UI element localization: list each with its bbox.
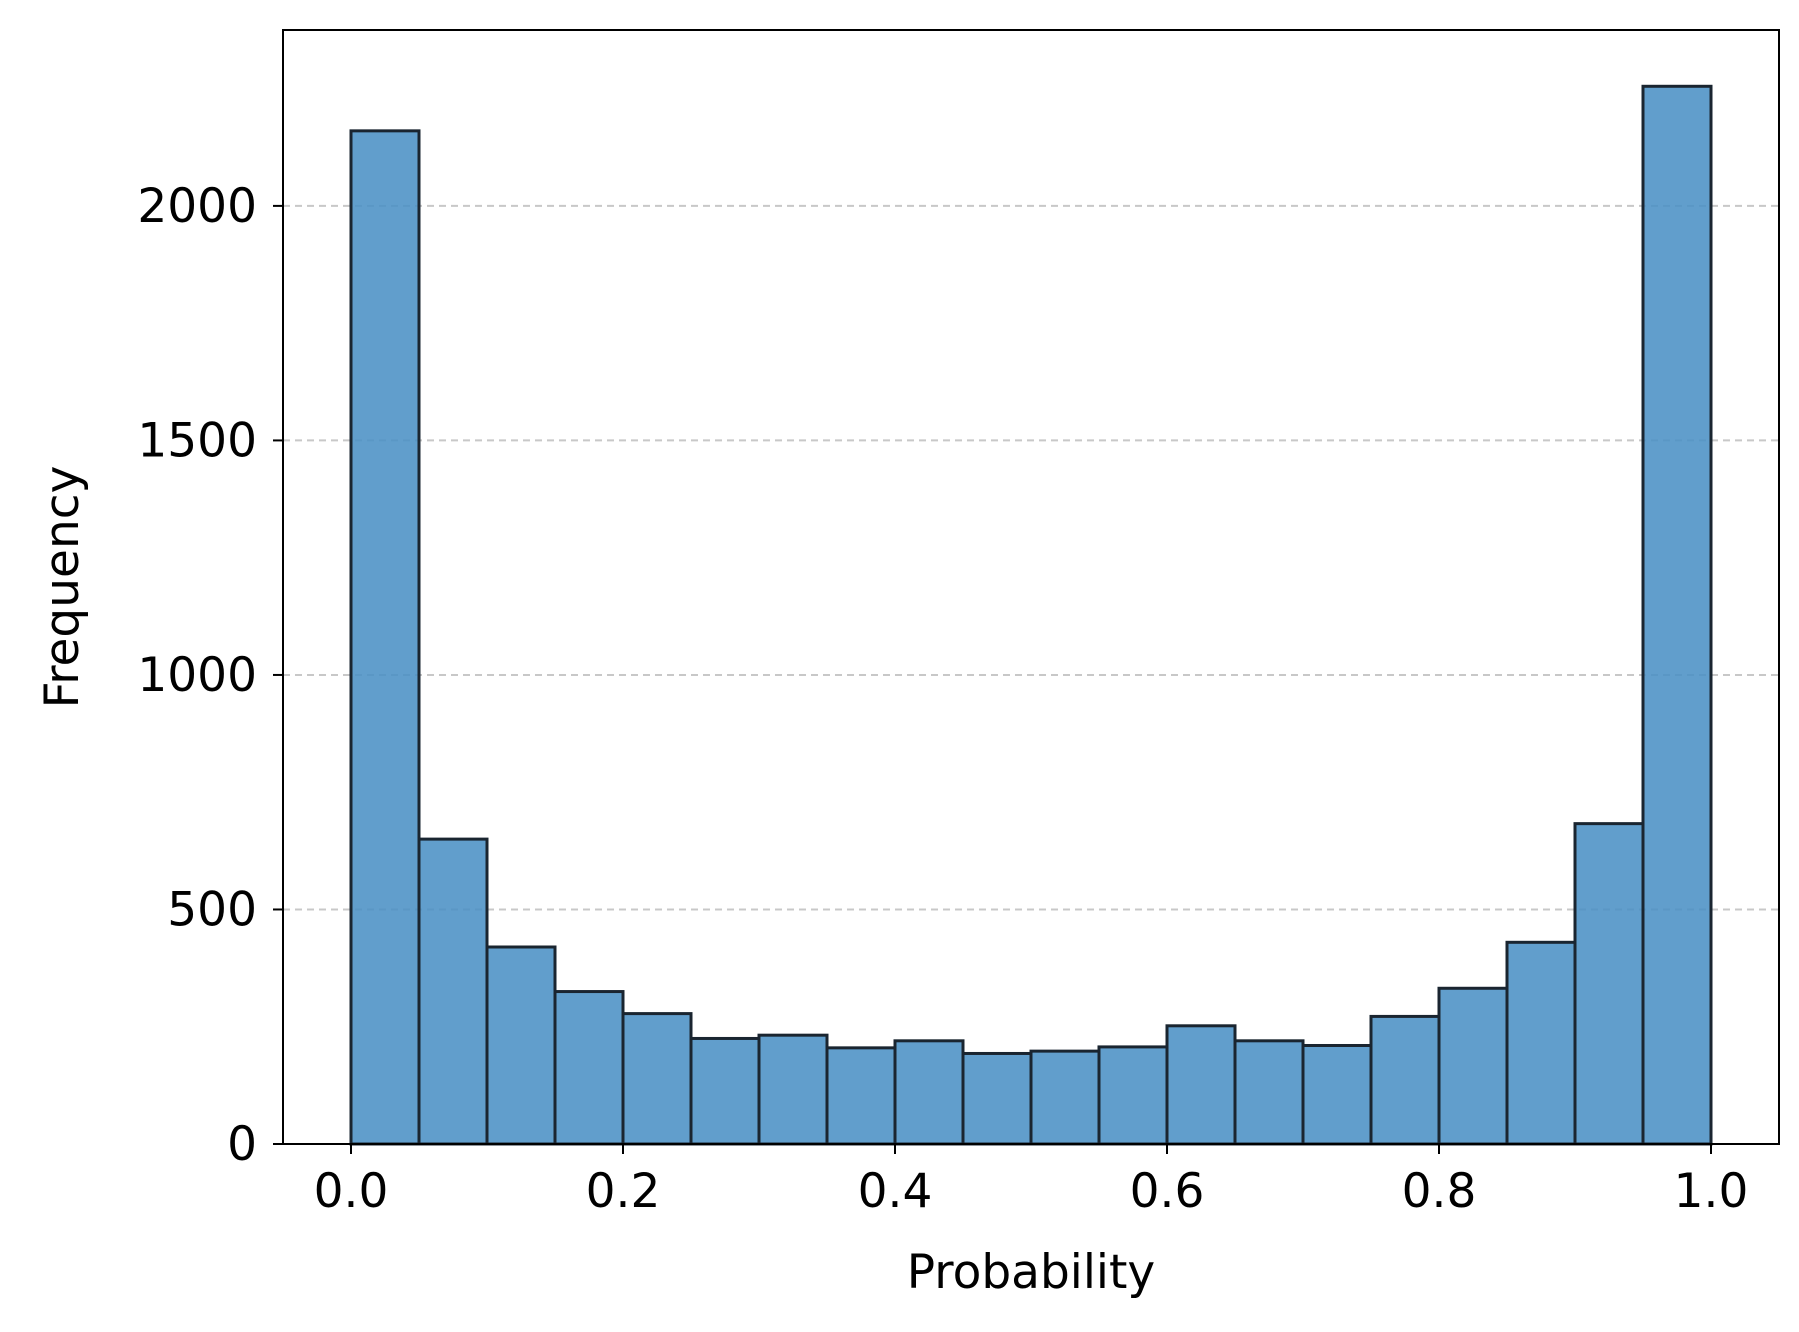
x-axis-label: Probability <box>907 1245 1155 1300</box>
histogram-bar <box>1165 1024 1237 1146</box>
histogram-bar <box>1233 1039 1305 1146</box>
y-axis-ticks: 0 500 1000 1500 2000 <box>137 179 283 1172</box>
x-axis-ticks: 0.0 0.2 0.4 0.6 0.8 1.0 <box>314 1144 1749 1219</box>
histogram-bar <box>349 129 421 1146</box>
histogram-bar <box>825 1046 897 1146</box>
x-tick-label: 0.6 <box>1130 1164 1205 1219</box>
x-tick-label: 0.4 <box>858 1164 933 1219</box>
histogram-bar <box>1029 1049 1101 1146</box>
histogram-bar <box>621 1012 693 1146</box>
histogram-bar <box>553 990 625 1146</box>
histogram-bar <box>689 1036 761 1146</box>
plot-area-frame <box>282 29 1780 1145</box>
histogram-bars <box>349 84 1713 1146</box>
y-tick-label: 0 <box>227 1117 257 1172</box>
x-tick-label: 0.2 <box>586 1164 661 1219</box>
grid-lines <box>283 204 1779 911</box>
histogram-bar <box>1505 940 1577 1146</box>
histogram-bar <box>1573 822 1645 1146</box>
histogram-bar <box>1641 84 1713 1146</box>
x-tick-label: 0.0 <box>314 1164 389 1219</box>
histogram-bar <box>757 1033 829 1146</box>
y-tick-label: 2000 <box>137 179 257 234</box>
y-tick-label: 1000 <box>137 648 257 703</box>
histogram-bar <box>485 945 557 1146</box>
histogram-bar <box>1301 1043 1373 1146</box>
histogram-bar <box>417 837 489 1146</box>
histogram-bar <box>1369 1014 1441 1146</box>
y-tick-label: 500 <box>167 882 257 937</box>
histogram-bar <box>961 1051 1033 1146</box>
histogram-bar <box>1097 1045 1169 1146</box>
x-tick-label: 1.0 <box>1674 1164 1749 1219</box>
y-axis-label: Frequency <box>35 466 90 709</box>
histogram-bar <box>893 1039 965 1146</box>
y-tick-label: 1500 <box>137 413 257 468</box>
histogram-bar <box>1437 986 1509 1146</box>
x-tick-label: 0.8 <box>1402 1164 1477 1219</box>
